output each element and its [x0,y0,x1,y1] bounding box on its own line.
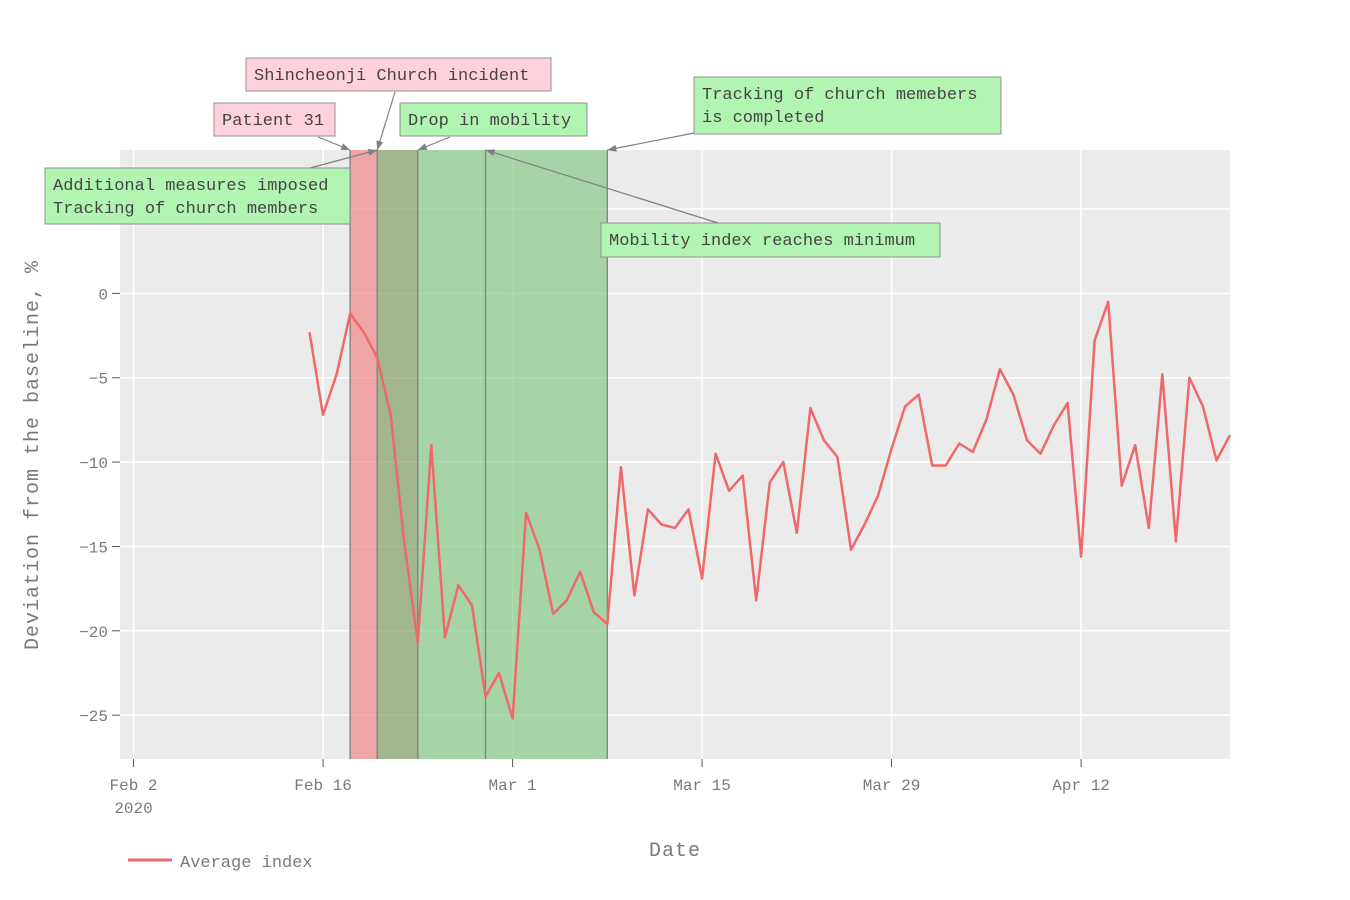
annotation-arrowhead [367,148,378,156]
annotation-arrow [309,149,378,169]
annotation-box [399,102,588,137]
shaded-periods [349,150,608,759]
annotation-text: Mobility index reaches minimum [609,232,915,251]
shaded-period [485,150,608,759]
x-tick-label: Apr 12 [1052,777,1110,795]
y-tick-label: −15 [79,539,108,557]
annotation-arrowhead [417,143,428,150]
annotation-arrow [607,132,695,151]
annotation-text: Patient 31 [222,112,324,131]
x-axis-title: Date [649,840,701,863]
annotation-arrowhead [376,140,384,150]
x-tick-label: Mar 1 [489,777,537,795]
annotation-box [44,167,351,225]
annotation-arrows [309,91,719,224]
x-axis-ticks: Feb 2 2020 Feb 16 Mar 1 Mar 15 Mar 29 Apr 12 [110,759,1110,818]
annotation-arrowhead [607,144,617,152]
shaded-period [417,150,486,759]
annotation-text: Additional measures imposed [53,177,328,196]
x-tick-sublabel: 2020 [114,800,152,818]
annotation-text: Drop in mobility [408,112,571,131]
annotation-text: Tracking of church memebers [702,86,977,105]
annotation-arrowhead [340,143,351,150]
annotation-boxes: Patient 31 Shincheonji Church incident Dro… [44,57,1002,258]
shaded-period [350,150,378,759]
annotation-box [213,102,336,137]
y-axis-ticks: 50−5−10−15−20−25 [79,202,120,726]
annotation-arrowhead [485,149,496,157]
annotation-box [245,57,552,92]
annotation-arrow [376,91,396,151]
annotation-arrow [485,149,719,224]
y-axis-title: Deviation from the baseline, % [22,260,45,650]
y-tick-label: −5 [89,371,108,389]
annotation-box [693,76,1002,135]
x-tick-label: Mar 29 [863,777,921,795]
series-line [308,300,1232,720]
annotation-text: is completed [702,109,824,128]
annotation-text: Shincheonji Church incident [254,67,529,86]
y-tick-label: 0 [98,286,108,304]
y-tick-label: −25 [79,708,108,726]
shaded-period [377,150,418,759]
annotation-box [600,222,941,258]
series-lines [308,300,1232,720]
x-tick-label: Feb 2 [110,777,158,795]
legend: Average index [128,854,313,873]
legend-label: Average index [180,854,313,873]
annotation-text: Tracking of church members [53,200,318,219]
x-tick-label: Feb 16 [294,777,352,795]
y-tick-label: −10 [79,455,108,473]
x-tick-label: Mar 15 [673,777,731,795]
y-tick-label: −20 [79,624,108,642]
